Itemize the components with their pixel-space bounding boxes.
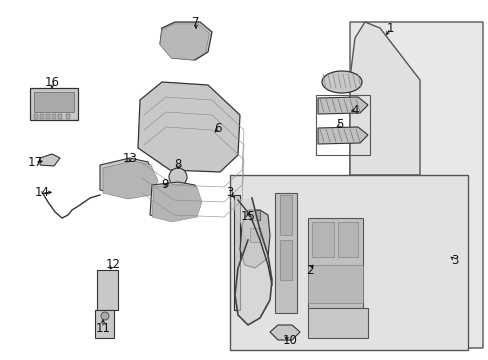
Polygon shape xyxy=(317,97,367,114)
Bar xyxy=(249,210,260,220)
Text: 16: 16 xyxy=(44,76,60,89)
Text: 5: 5 xyxy=(336,118,343,131)
Text: 11: 11 xyxy=(95,321,110,334)
Bar xyxy=(46,114,50,119)
Circle shape xyxy=(169,168,186,186)
Bar xyxy=(280,240,291,280)
Bar xyxy=(52,114,56,119)
Bar xyxy=(280,195,291,235)
Text: 6: 6 xyxy=(214,122,221,135)
Bar xyxy=(315,95,369,155)
Polygon shape xyxy=(160,24,209,60)
Polygon shape xyxy=(160,22,212,60)
Text: 1: 1 xyxy=(386,22,393,35)
Bar xyxy=(274,193,296,313)
Text: 10: 10 xyxy=(282,333,297,346)
Circle shape xyxy=(101,312,109,320)
Polygon shape xyxy=(349,22,482,348)
Bar xyxy=(311,222,333,257)
Bar xyxy=(34,114,38,119)
Bar xyxy=(66,114,70,119)
Polygon shape xyxy=(229,198,271,325)
Polygon shape xyxy=(269,325,299,340)
Bar xyxy=(249,228,260,242)
Polygon shape xyxy=(40,154,60,166)
Bar xyxy=(229,175,467,350)
Bar xyxy=(95,310,114,338)
Bar xyxy=(97,270,118,310)
Bar xyxy=(58,114,62,119)
Bar xyxy=(40,114,44,119)
Ellipse shape xyxy=(321,71,361,93)
Polygon shape xyxy=(150,182,200,220)
Polygon shape xyxy=(349,22,419,175)
Text: 4: 4 xyxy=(350,104,358,117)
Bar xyxy=(307,308,367,338)
Polygon shape xyxy=(234,195,240,310)
Polygon shape xyxy=(103,161,158,199)
Polygon shape xyxy=(100,158,155,196)
Text: 3: 3 xyxy=(450,253,458,266)
Text: 3: 3 xyxy=(226,186,233,199)
Text: 12: 12 xyxy=(105,258,120,271)
Text: 2: 2 xyxy=(305,264,313,276)
Bar xyxy=(34,92,74,112)
Text: 14: 14 xyxy=(35,186,49,199)
Bar xyxy=(337,222,357,257)
Bar xyxy=(307,265,362,303)
Text: 7: 7 xyxy=(192,15,199,28)
Polygon shape xyxy=(240,210,269,268)
Text: 13: 13 xyxy=(122,152,137,165)
Polygon shape xyxy=(152,184,202,222)
Bar xyxy=(30,88,78,120)
Polygon shape xyxy=(317,127,367,144)
Text: 15: 15 xyxy=(240,211,255,224)
Text: 17: 17 xyxy=(27,156,42,168)
Polygon shape xyxy=(138,82,240,172)
Text: 9: 9 xyxy=(161,179,168,192)
Bar xyxy=(307,218,362,308)
Text: 8: 8 xyxy=(174,158,182,171)
